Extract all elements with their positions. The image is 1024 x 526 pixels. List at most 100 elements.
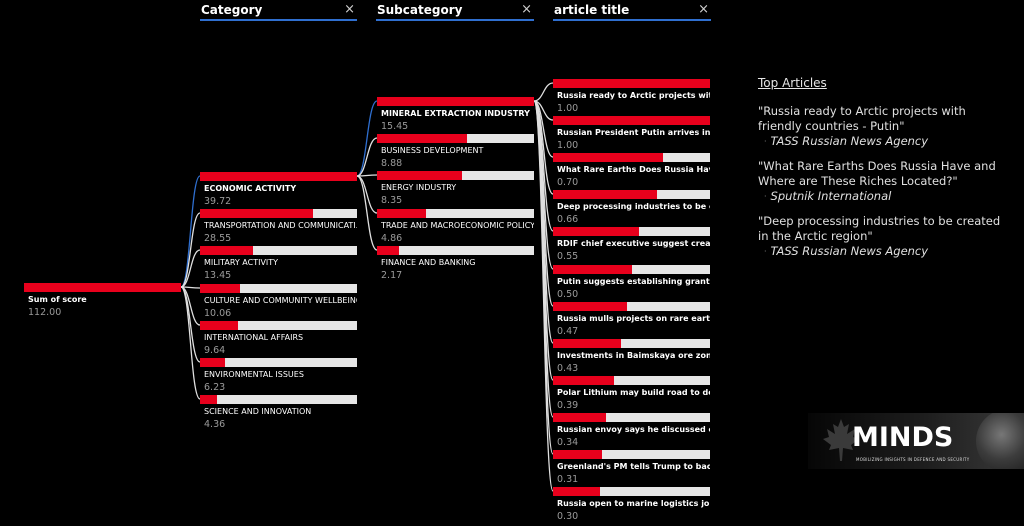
- category-connector: [180, 286, 201, 400]
- node-label: RDIF chief executive suggest creating i.…: [557, 239, 710, 248]
- article-source: · Sputnik International: [758, 189, 1008, 204]
- category-node[interactable]: ECONOMIC ACTIVITY 39.72: [200, 172, 357, 208]
- bar-fill: [553, 413, 606, 422]
- article-quote: "Deep processing industries to be create…: [758, 214, 1001, 243]
- node-value: 1.00: [557, 103, 579, 114]
- node-label: ECONOMIC ACTIVITY: [204, 184, 297, 193]
- category-node[interactable]: ENVIRONMENTAL ISSUES 6.23: [200, 358, 357, 394]
- article-node[interactable]: Russian envoy says he discussed coop... 0…: [553, 413, 710, 449]
- bar-fill: [553, 190, 657, 199]
- top-article-item[interactable]: "Deep processing industries to be create…: [758, 214, 1008, 259]
- subcategory-connector: [356, 100, 378, 177]
- close-icon[interactable]: ×: [521, 2, 532, 17]
- node-value: 0.47: [557, 326, 579, 337]
- node-value: 0.30: [557, 511, 579, 522]
- bar-track: [553, 302, 710, 311]
- bar-track: [553, 79, 710, 88]
- bar-track: [377, 246, 534, 255]
- node-value: 1.00: [557, 140, 579, 151]
- bar-fill: [377, 171, 462, 180]
- node-label: Russian President Putin arrives in Mur..…: [557, 128, 710, 137]
- subcategory-node[interactable]: FINANCE AND BANKING 2.17: [377, 246, 534, 282]
- bar-track: [200, 321, 357, 330]
- maple-leaf-icon: [823, 419, 859, 461]
- subcategory-node[interactable]: BUSINESS DEVELOPMENT 8.88: [377, 134, 534, 170]
- node-label: SCIENCE AND INNOVATION: [204, 407, 312, 416]
- bar-track: [377, 134, 534, 143]
- subcategory-node[interactable]: ENERGY INDUSTRY 8.35: [377, 171, 534, 207]
- category-node[interactable]: INTERNATIONAL AFFAIRS 9.64: [200, 321, 357, 357]
- node-label: Russian envoy says he discussed coop...: [557, 425, 710, 434]
- close-icon[interactable]: ×: [698, 2, 709, 17]
- bar-fill: [200, 321, 238, 330]
- article-quote: "What Rare Earths Does Russia Have and W…: [758, 159, 996, 188]
- bar-fill: [553, 79, 710, 88]
- article-node[interactable]: Investments in Baimskaya ore zone de... 0…: [553, 339, 710, 375]
- article-node[interactable]: Deep processing industries to be creat..…: [553, 190, 710, 226]
- bar-track: [200, 358, 357, 367]
- node-label: Putin suggests establishing grants for .…: [557, 277, 710, 286]
- subcategory-connector: [356, 175, 378, 251]
- subcategory-node[interactable]: MINERAL EXTRACTION INDUSTRY 15.45: [377, 97, 534, 133]
- bar-fill: [377, 97, 534, 106]
- node-label: ENVIRONMENTAL ISSUES: [204, 370, 304, 379]
- article-node[interactable]: What Rare Earths Does Russia Have an... 0…: [553, 153, 710, 189]
- node-label: INTERNATIONAL AFFAIRS: [204, 333, 304, 342]
- node-value: 13.45: [204, 270, 232, 281]
- filter-category[interactable]: Category ×: [200, 2, 357, 21]
- article-node[interactable]: Putin suggests establishing grants for .…: [553, 265, 710, 301]
- category-node[interactable]: CULTURE AND COMMUNITY WELLBEING 10.06: [200, 284, 357, 320]
- article-node[interactable]: Russia mulls projects on rare earth me..…: [553, 302, 710, 338]
- node-value: 0.66: [557, 214, 579, 225]
- category-connector: [180, 175, 201, 288]
- filter-subcategory[interactable]: Subcategory ×: [376, 2, 534, 21]
- article-node[interactable]: RDIF chief executive suggest creating i.…: [553, 227, 710, 263]
- node-label: Russia ready to Arctic projects with fri…: [557, 91, 710, 100]
- top-article-item[interactable]: "What Rare Earths Does Russia Have and W…: [758, 159, 1008, 204]
- subcategory-node[interactable]: TRADE AND MACROECONOMIC POLICY 4.86: [377, 209, 534, 245]
- article-node[interactable]: Polar Lithium may build road to deposi..…: [553, 376, 710, 412]
- category-node[interactable]: SCIENCE AND INNOVATION 4.36: [200, 395, 357, 431]
- node-value: 6.23: [204, 382, 226, 393]
- node-label: Investments in Baimskaya ore zone de...: [557, 351, 710, 360]
- node-value: 10.06: [204, 308, 232, 319]
- article-node[interactable]: Russian President Putin arrives in Mur..…: [553, 116, 710, 152]
- bar-track: [553, 153, 710, 162]
- node-value: 4.86: [381, 233, 403, 244]
- bar-fill: [200, 172, 357, 181]
- article-source: · TASS Russian News Agency: [758, 244, 1008, 259]
- bar-track: [553, 190, 710, 199]
- subcategory-connector: [356, 137, 378, 177]
- filter-article-title[interactable]: article title ×: [553, 2, 711, 21]
- bar-track: [200, 284, 357, 293]
- bar-fill: [553, 339, 621, 348]
- node-value: 112.00: [28, 307, 62, 318]
- article-connector: [533, 100, 554, 492]
- bar-track: [553, 450, 710, 459]
- filter-subcategory-label: Subcategory: [377, 3, 463, 17]
- category-node[interactable]: TRANSPORTATION AND COMMUNICATI... 28.55: [200, 209, 357, 245]
- node-label: TRADE AND MACROECONOMIC POLICY: [381, 221, 534, 230]
- bar-track: [553, 265, 710, 274]
- article-node[interactable]: Russia open to marine logistics joint ve…: [553, 487, 710, 523]
- node-label: FINANCE AND BANKING: [381, 258, 476, 267]
- bar-fill: [553, 376, 614, 385]
- tree-root-node[interactable]: Sum of score 112.00: [24, 283, 181, 319]
- node-label: TRANSPORTATION AND COMMUNICATI...: [204, 221, 357, 230]
- article-node[interactable]: Russia ready to Arctic projects with fri…: [553, 79, 710, 115]
- bullet-icon: ·: [764, 192, 767, 201]
- node-value: 39.72: [204, 196, 232, 207]
- top-article-item[interactable]: "Russia ready to Arctic projects with fr…: [758, 104, 1008, 149]
- logo-wordmark: MINDS: [852, 422, 954, 453]
- top-articles-title[interactable]: Top Articles: [758, 76, 827, 90]
- article-node[interactable]: Greenland's PM tells Trump to back off 0.…: [553, 450, 710, 486]
- node-value: 8.35: [381, 195, 403, 206]
- category-node[interactable]: MILITARY ACTIVITY 13.45: [200, 246, 357, 282]
- bar-track: [553, 339, 710, 348]
- bar-fill: [377, 209, 426, 218]
- close-icon[interactable]: ×: [344, 2, 355, 17]
- article-source-name: Sputnik International: [770, 189, 892, 203]
- node-label: CULTURE AND COMMUNITY WELLBEING: [204, 296, 357, 305]
- node-value: 0.55: [557, 251, 579, 262]
- bar-fill: [200, 358, 225, 367]
